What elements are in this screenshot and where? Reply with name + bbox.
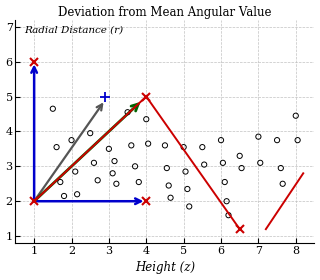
Point bbox=[110, 171, 115, 176]
Point bbox=[112, 159, 117, 163]
Point bbox=[125, 110, 130, 115]
Point bbox=[95, 178, 100, 183]
Point bbox=[61, 194, 67, 198]
Point bbox=[224, 199, 229, 204]
X-axis label: Height (z): Height (z) bbox=[135, 262, 195, 274]
Title: Deviation from Mean Angular Value: Deviation from Mean Angular Value bbox=[58, 6, 272, 18]
Point bbox=[75, 192, 80, 197]
Point bbox=[106, 147, 111, 151]
Point bbox=[69, 138, 74, 143]
Point bbox=[129, 143, 134, 148]
Point bbox=[92, 161, 97, 165]
Point bbox=[237, 154, 242, 158]
Point bbox=[54, 145, 59, 149]
Point bbox=[187, 204, 192, 209]
Point bbox=[132, 164, 138, 169]
Point bbox=[226, 213, 231, 218]
Point bbox=[164, 166, 169, 170]
Point bbox=[73, 169, 78, 174]
Point bbox=[202, 162, 207, 167]
Point bbox=[220, 161, 225, 165]
Point bbox=[166, 183, 171, 188]
Point bbox=[256, 134, 261, 139]
Point bbox=[278, 166, 284, 170]
Point bbox=[219, 138, 224, 143]
Point bbox=[146, 141, 151, 146]
Point bbox=[293, 113, 298, 118]
Point bbox=[58, 180, 63, 184]
Point bbox=[50, 106, 55, 111]
Point bbox=[239, 166, 244, 170]
Point bbox=[222, 180, 227, 184]
Point bbox=[295, 138, 300, 143]
Point bbox=[181, 145, 186, 149]
Point bbox=[258, 161, 263, 165]
Point bbox=[88, 131, 93, 136]
Point bbox=[183, 169, 188, 174]
Point bbox=[185, 187, 190, 191]
Point bbox=[162, 143, 167, 148]
Point bbox=[144, 117, 149, 122]
Point bbox=[280, 181, 285, 186]
Point bbox=[200, 145, 205, 149]
Point bbox=[114, 181, 119, 186]
Point bbox=[168, 195, 173, 200]
Point bbox=[136, 180, 141, 184]
Text: Radial Distance (r): Radial Distance (r) bbox=[24, 25, 124, 34]
Point bbox=[275, 138, 280, 143]
